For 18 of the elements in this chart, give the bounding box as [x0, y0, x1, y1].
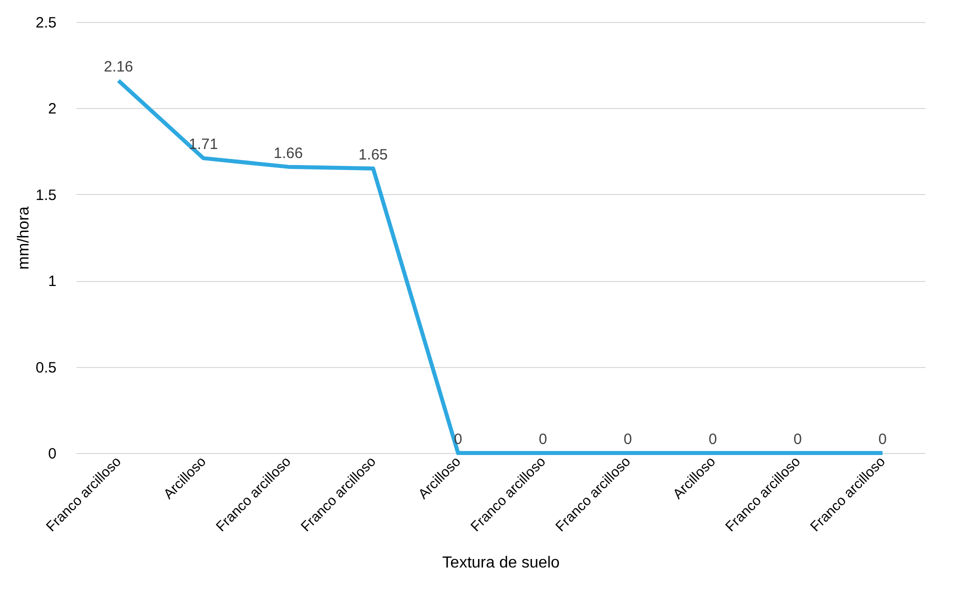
data-label: 1.66 [274, 144, 303, 162]
y-tick-label: 1.5 [36, 186, 56, 204]
y-tick-label: 2 [48, 100, 56, 118]
y-tick-label: 0.5 [36, 359, 56, 376]
data-label: 1.71 [188, 136, 218, 154]
data-label: 2.16 [104, 58, 134, 76]
data-label: 0 [538, 431, 548, 448]
y-tick-label: 0 [48, 446, 56, 462]
y-axis-title: mm/hora [16, 206, 33, 270]
line-series [116, 78, 885, 455]
data-label: 0 [793, 431, 802, 448]
data-label: 1.65 [358, 146, 388, 164]
data-label: 0 [708, 431, 717, 448]
x-axis-title: Textura de suelo [442, 554, 560, 572]
y-tick-label: 2.5 [36, 14, 56, 32]
data-label: 0 [878, 431, 887, 448]
data-label: 0 [624, 431, 632, 448]
y-tick-label: 1 [48, 273, 56, 290]
